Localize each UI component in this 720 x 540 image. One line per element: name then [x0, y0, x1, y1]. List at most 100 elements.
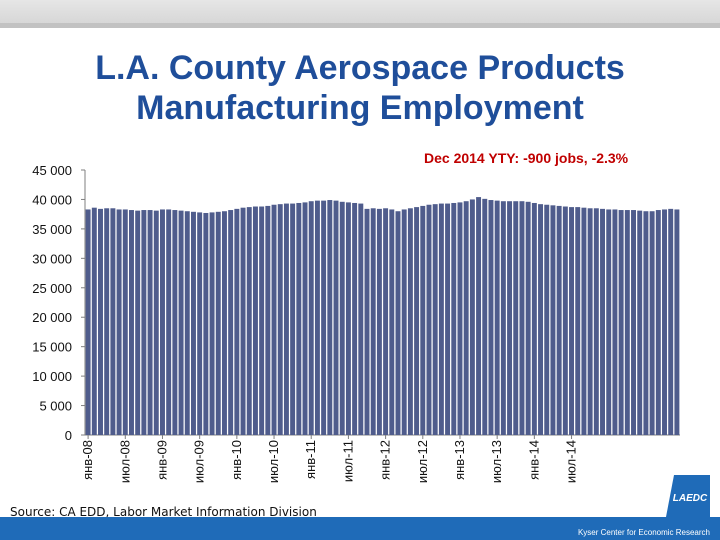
footer-band — [0, 517, 720, 540]
x-tick-label: янв-12 — [378, 440, 393, 480]
bar — [246, 207, 252, 435]
bar — [637, 210, 643, 435]
bar — [110, 208, 116, 435]
bar — [314, 200, 320, 435]
laedc-logo-text: LAEDC — [673, 493, 708, 504]
bar — [389, 209, 395, 435]
bar — [494, 200, 500, 435]
bar — [562, 206, 568, 435]
bar — [240, 207, 246, 435]
bar — [525, 201, 531, 435]
bar — [414, 207, 420, 435]
bar — [438, 203, 444, 435]
bar — [519, 201, 525, 435]
bar — [209, 212, 215, 435]
bar — [135, 210, 141, 435]
x-tick-label: янв-10 — [229, 440, 244, 480]
y-tick-label: 20 000 — [32, 310, 72, 325]
bar — [308, 201, 314, 435]
bar — [265, 205, 271, 435]
bar — [296, 202, 302, 435]
bar — [569, 207, 575, 435]
bar — [618, 210, 624, 435]
bar — [166, 209, 172, 435]
bar — [482, 198, 488, 435]
bar — [432, 204, 438, 435]
bar — [500, 201, 506, 435]
x-tick-label: янв-09 — [154, 440, 169, 480]
x-tick-label: янв-11 — [303, 440, 318, 479]
bar — [321, 200, 327, 435]
bar — [556, 205, 562, 435]
bar — [469, 199, 475, 435]
bar — [283, 203, 289, 435]
bar — [252, 206, 258, 435]
bar — [612, 209, 618, 435]
bar — [85, 209, 91, 435]
y-tick-label: 0 — [65, 428, 72, 443]
bar — [631, 210, 636, 435]
bar — [513, 201, 519, 435]
bar — [215, 211, 221, 435]
bar — [352, 202, 358, 435]
bar — [370, 208, 376, 435]
x-tick-label: июл-11 — [340, 440, 355, 482]
bar — [271, 204, 277, 435]
bar — [339, 201, 345, 435]
bar — [550, 205, 556, 435]
x-tick-label: янв-08 — [80, 440, 95, 480]
bar — [600, 208, 606, 435]
bar — [451, 202, 457, 435]
bar — [259, 206, 265, 435]
x-tick-label: июл-13 — [489, 440, 504, 483]
y-tick-label: 15 000 — [32, 340, 72, 355]
bar — [581, 207, 587, 435]
bar — [159, 209, 165, 435]
x-tick-label: июл-12 — [415, 440, 430, 483]
bar — [228, 210, 234, 435]
bar — [197, 212, 203, 435]
y-tick-label: 10 000 — [32, 369, 72, 384]
x-tick-label: янв-13 — [452, 440, 467, 480]
laedc-logo-mark — [666, 475, 710, 517]
yty-annotation: Dec 2014 YTY: -900 jobs, -2.3% — [424, 150, 629, 166]
bar — [668, 208, 674, 435]
bar — [104, 208, 110, 435]
bar — [606, 209, 612, 435]
bar — [129, 210, 134, 435]
bar — [407, 208, 413, 435]
bar — [98, 208, 103, 435]
title-line-1: L.A. County Aerospace Products — [95, 49, 625, 87]
bar — [345, 202, 351, 435]
title-line-2: Manufacturing Employment — [136, 89, 584, 127]
bar — [544, 204, 550, 435]
bar — [153, 210, 159, 435]
bar — [420, 205, 426, 435]
bar — [463, 201, 469, 435]
y-tick-label: 5 000 — [39, 399, 72, 414]
y-tick-label: 30 000 — [32, 251, 72, 266]
top-band-accent — [0, 23, 720, 28]
bar — [178, 210, 184, 435]
page-title: L.A. County Aerospace Products Manufactu… — [20, 48, 700, 128]
bar — [147, 210, 153, 435]
x-tick-label: июл-09 — [192, 440, 207, 483]
bar — [538, 204, 544, 435]
bar — [457, 202, 463, 435]
bar — [116, 209, 122, 435]
bar — [333, 200, 339, 435]
bar — [203, 212, 209, 435]
x-tick-label: июл-08 — [117, 440, 132, 483]
footer-credit: Kyser Center for Economic Research — [577, 528, 710, 537]
top-band — [0, 0, 720, 28]
source-note: Source: CA EDD, Labor Market Information… — [10, 505, 317, 519]
bar — [476, 197, 482, 435]
x-tick-label: июл-14 — [564, 440, 579, 483]
bar — [593, 208, 599, 435]
bar — [655, 210, 661, 435]
bar — [674, 209, 680, 435]
bar — [395, 211, 401, 435]
bar — [172, 210, 178, 435]
bar — [531, 202, 537, 435]
bar — [190, 211, 196, 435]
